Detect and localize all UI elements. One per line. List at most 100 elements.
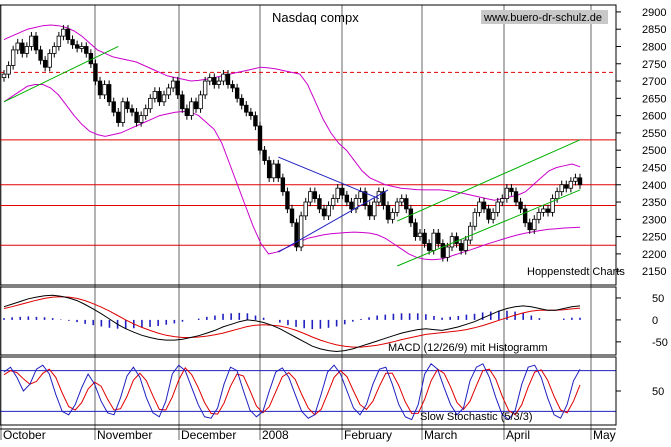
candle-body: [390, 212, 395, 220]
candle-body: [84, 46, 89, 54]
candle-body: [253, 115, 258, 127]
panel-frame: [0, 286, 617, 356]
candle-body: [564, 184, 569, 189]
candle-body: [413, 222, 418, 238]
candle-body: [358, 191, 363, 199]
candle-body: [42, 59, 48, 68]
candle-body: [367, 205, 372, 217]
candle-body: [248, 111, 254, 117]
candle-body: [344, 194, 350, 203]
source-label-box: [481, 10, 608, 24]
month-label: April: [506, 428, 530, 442]
candle-body: [138, 115, 144, 123]
candle-body: [298, 215, 304, 248]
stochastic-panel: [0, 363, 616, 421]
candle-body: [111, 101, 116, 113]
watermark-label: Hoppenstedt Charts: [527, 266, 625, 278]
candle-body: [102, 84, 107, 96]
candle-body: [106, 84, 112, 103]
candle-body: [20, 42, 25, 54]
price-tick-label: 2150: [642, 266, 666, 278]
candle-body: [326, 205, 331, 217]
candle-body: [362, 191, 368, 206]
candle-body: [486, 208, 491, 220]
candle-body: [97, 80, 103, 96]
candle-body: [431, 232, 436, 251]
candle-body: [88, 52, 94, 65]
price-tick-label: 2250: [642, 232, 666, 244]
candle-body: [143, 108, 148, 117]
candle-body: [545, 208, 551, 213]
macd-line: [3, 294, 581, 353]
candle-body: [495, 201, 500, 213]
candle-body: [463, 239, 468, 251]
candle-body: [308, 191, 313, 203]
price-tick-label: 2200: [642, 249, 666, 261]
candle-body: [24, 46, 30, 54]
candle-body: [10, 49, 16, 66]
candle-body: [225, 73, 231, 85]
candle-body: [166, 87, 171, 96]
candle-body: [559, 184, 564, 193]
candle-body: [577, 177, 583, 186]
candle-body: [47, 52, 52, 68]
trend-line: [278, 189, 389, 253]
price-tick-label: 2300: [642, 214, 666, 226]
candle-body: [230, 84, 235, 89]
candle-body: [175, 80, 180, 96]
candle-body: [116, 111, 121, 123]
candle-body: [541, 208, 546, 213]
price-tick-label: 2850: [642, 24, 666, 36]
candle-body: [29, 35, 34, 47]
candle-body: [321, 208, 327, 217]
stochastic-label: Slow Stochastic (5/3/3): [420, 411, 533, 423]
candle-body: [550, 198, 555, 213]
candle-body: [170, 80, 176, 89]
candle-body: [504, 187, 510, 199]
stochastic-d-line: [3, 367, 581, 416]
stochastic-tick-label: 50: [652, 386, 664, 398]
candle-body: [216, 80, 222, 85]
month-label: 2008: [262, 428, 289, 442]
price-tick-label: 2800: [642, 41, 666, 53]
trend-line: [396, 189, 581, 267]
price-tick-label: 2550: [642, 128, 666, 140]
candle-body: [472, 212, 478, 227]
candle-body: [129, 108, 135, 113]
price-tick-label: 2500: [642, 145, 666, 157]
macd-tick-label: -50: [652, 337, 668, 349]
candle-body: [372, 201, 377, 217]
candle-body: [317, 198, 322, 210]
candle-body: [394, 201, 400, 213]
price-tick-label: 2400: [642, 180, 666, 192]
candle-body: [234, 87, 240, 99]
candle-body: [532, 218, 537, 231]
candle-body: [404, 198, 409, 210]
candle-body: [349, 201, 354, 210]
month-label: February: [344, 428, 392, 442]
price-tick-label: 2450: [642, 162, 666, 174]
candle-body: [280, 177, 286, 193]
candle-body: [262, 149, 267, 161]
candle-body: [148, 97, 153, 110]
candle-body: [509, 187, 514, 193]
candle-body: [120, 101, 126, 123]
candle-body: [454, 236, 459, 244]
candle-body: [513, 191, 519, 203]
candle-body: [125, 101, 130, 110]
candle-body: [294, 222, 299, 248]
candle-body: [449, 236, 455, 248]
macd-panel: [3, 294, 581, 353]
candle-body: [330, 198, 336, 206]
candle-body: [436, 232, 441, 244]
candle-body: [500, 198, 505, 203]
candle-body: [527, 222, 532, 231]
chart-title: Nasdaq compx: [272, 10, 359, 25]
candle-body: [376, 191, 382, 203]
price-tick-label: 2350: [642, 197, 666, 209]
candle-body: [522, 208, 528, 224]
candle-body: [193, 101, 199, 110]
price-panel: [0, 24, 616, 267]
